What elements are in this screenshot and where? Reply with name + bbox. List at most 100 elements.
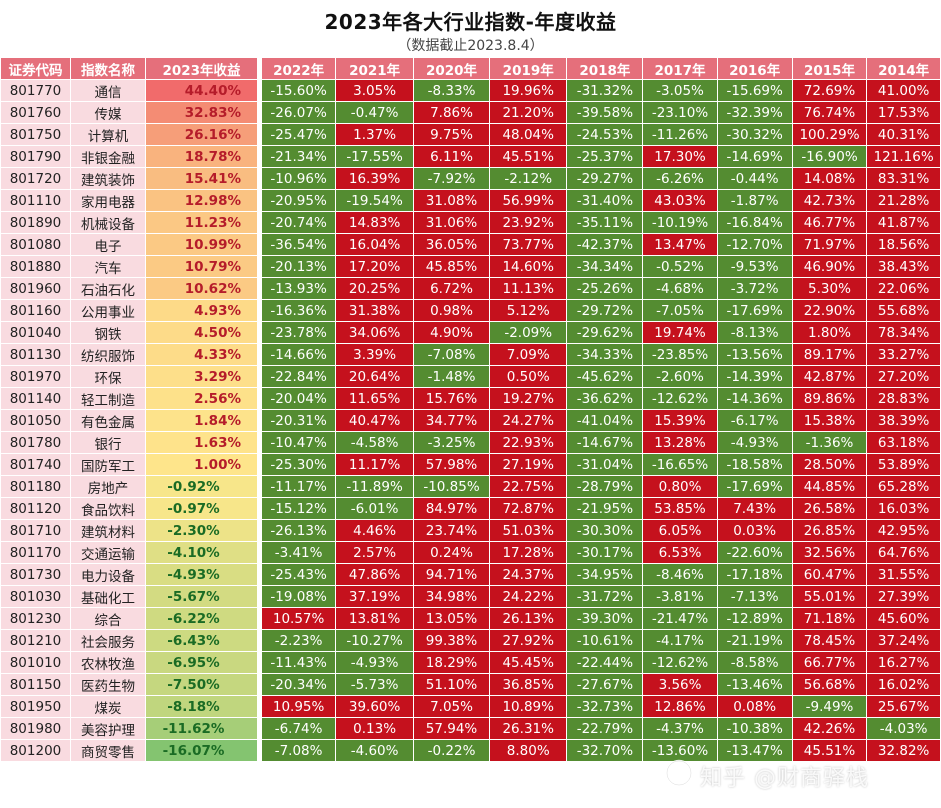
cell-year-return: -13.56% <box>716 343 793 366</box>
cell-year-return: -1.36% <box>791 431 868 454</box>
cell-year-return: 38.39% <box>866 409 941 432</box>
cell-year-return: -23.78% <box>260 321 337 344</box>
cell-year-return: -0.47% <box>335 101 415 124</box>
cell-year-return: -26.07% <box>260 101 337 124</box>
cell-name: 基础化工 <box>70 585 146 608</box>
cell-year-return: -8.13% <box>716 321 793 344</box>
cell-year-return: -17.55% <box>335 145 415 168</box>
header-2023: 2023年收益 <box>145 57 258 80</box>
table-row: -25.30% 11.17% 57.98% 27.19% -31.04% -16.65% -… <box>260 453 941 476</box>
cell-year-return: -14.39% <box>716 365 793 388</box>
cell-year-return: -13.93% <box>260 277 337 300</box>
cell-year-return: -16.90% <box>791 145 868 168</box>
cell-year-return: -36.62% <box>566 387 644 410</box>
cell-year-return: -6.17% <box>716 409 793 432</box>
cell-name: 医药生物 <box>70 673 146 696</box>
cell-year-return: -34.33% <box>566 343 644 366</box>
table-row: 801120 食品饮料 -0.97% <box>0 497 258 520</box>
cell-year-return: -9.53% <box>716 255 793 278</box>
cell-year-return: 3.05% <box>335 79 415 102</box>
table-row: -11.43% -4.93% 18.29% 45.45% -22.44% -12.62% -… <box>260 651 941 674</box>
cell-year-return: -4.58% <box>335 431 415 454</box>
cell-name: 社会服务 <box>70 629 146 652</box>
cell-year-return: 33.27% <box>866 343 941 366</box>
header-year: 2017年 <box>642 57 718 80</box>
table-row: -16.36% 31.38% 0.98% 5.12% -29.72% -7.05% -17.… <box>260 299 941 322</box>
cell-year-return: -10.19% <box>642 211 718 234</box>
cell-year-return: 22.90% <box>791 299 868 322</box>
cell-year-return: -7.08% <box>260 739 337 762</box>
table-row: -10.47% -4.58% -3.25% 22.93% -14.67% 13.28% -4… <box>260 431 941 454</box>
cell-year-return: 0.50% <box>489 365 568 388</box>
cell-year-return: 10.95% <box>260 695 337 718</box>
cell-year-return: -29.62% <box>566 321 644 344</box>
cell-year-return: 99.38% <box>413 629 491 652</box>
cell-year-return: 26.85% <box>791 519 868 542</box>
cell-year-return: -21.19% <box>716 629 793 652</box>
cell-year-return: 31.06% <box>413 211 491 234</box>
cell-code: 801050 <box>0 409 71 432</box>
cell-year-return: 1.37% <box>335 123 415 146</box>
cell-year-return: -1.87% <box>716 189 793 212</box>
cell-code: 801960 <box>0 277 71 300</box>
cell-year-return: 20.25% <box>335 277 415 300</box>
cell-year-return: -31.72% <box>566 585 644 608</box>
table-row: -26.13% 4.46% 23.74% 51.03% -30.30% 6.05% 0.03… <box>260 519 941 542</box>
cell-year-return: -22.44% <box>566 651 644 674</box>
cell-year-return: -7.92% <box>413 167 491 190</box>
cell-year-return: -31.04% <box>566 453 644 476</box>
cell-year-return: 28.83% <box>866 387 941 410</box>
cell-code: 801180 <box>0 475 71 498</box>
cell-2023-return: 10.62% <box>145 277 258 300</box>
cell-year-return: 34.98% <box>413 585 491 608</box>
cell-year-return: 21.20% <box>489 101 568 124</box>
cell-year-return: 3.56% <box>642 673 718 696</box>
cell-year-return: 26.31% <box>489 717 568 740</box>
cell-year-return: -4.93% <box>335 651 415 674</box>
cell-year-return: 10.57% <box>260 607 337 630</box>
cell-year-return: 10.89% <box>489 695 568 718</box>
cell-year-return: -10.27% <box>335 629 415 652</box>
cell-year-return: -20.13% <box>260 255 337 278</box>
cell-year-return: -12.62% <box>642 651 718 674</box>
cell-code: 801200 <box>0 739 71 762</box>
cell-year-return: 13.47% <box>642 233 718 256</box>
cell-year-return: -11.43% <box>260 651 337 674</box>
cell-year-return: 20.64% <box>335 365 415 388</box>
cell-year-return: 16.39% <box>335 167 415 190</box>
cell-year-return: -29.27% <box>566 167 644 190</box>
header-year: 2020年 <box>413 57 491 80</box>
cell-2023-return: -6.95% <box>145 651 258 674</box>
cell-year-return: -13.60% <box>642 739 718 762</box>
table-row: -13.93% 20.25% 6.72% 11.13% -25.26% -4.68% -3.… <box>260 277 941 300</box>
cell-2023-return: 1.84% <box>145 409 258 432</box>
cell-year-return: 5.30% <box>791 277 868 300</box>
cell-year-return: 16.27% <box>866 651 941 674</box>
cell-year-return: -25.30% <box>260 453 337 476</box>
cell-2023-return: -2.30% <box>145 519 258 542</box>
cell-year-return: -20.31% <box>260 409 337 432</box>
cell-year-return: 31.55% <box>866 563 941 586</box>
cell-name: 有色金属 <box>70 409 146 432</box>
cell-year-return: 51.10% <box>413 673 491 696</box>
cell-year-return: 0.24% <box>413 541 491 564</box>
cell-year-return: 36.05% <box>413 233 491 256</box>
cell-year-return: -45.62% <box>566 365 644 388</box>
cell-year-return: 36.85% <box>489 673 568 696</box>
cell-name: 交通运输 <box>70 541 146 564</box>
cell-name: 计算机 <box>70 123 146 146</box>
header-year: 2019年 <box>489 57 568 80</box>
table-row: 801160 公用事业 4.93% <box>0 299 258 322</box>
cell-year-return: 3.39% <box>335 343 415 366</box>
cell-code: 801750 <box>0 123 71 146</box>
cell-year-return: 100.29% <box>791 123 868 146</box>
table-row: -20.95% -19.54% 31.08% 56.99% -31.40% 43.03% -… <box>260 189 941 212</box>
yearly-returns-table: 2022年 2021年 2020年 2019年 2018年 2017年 2016年 2015年… <box>260 57 941 762</box>
cell-year-return: 17.53% <box>866 101 941 124</box>
cell-year-return: 22.93% <box>489 431 568 454</box>
cell-year-return: 23.92% <box>489 211 568 234</box>
table-row: 801140 轻工制造 2.56% <box>0 387 258 410</box>
cell-year-return: 22.06% <box>866 277 941 300</box>
cell-year-return: -11.17% <box>260 475 337 498</box>
cell-year-return: -2.12% <box>489 167 568 190</box>
